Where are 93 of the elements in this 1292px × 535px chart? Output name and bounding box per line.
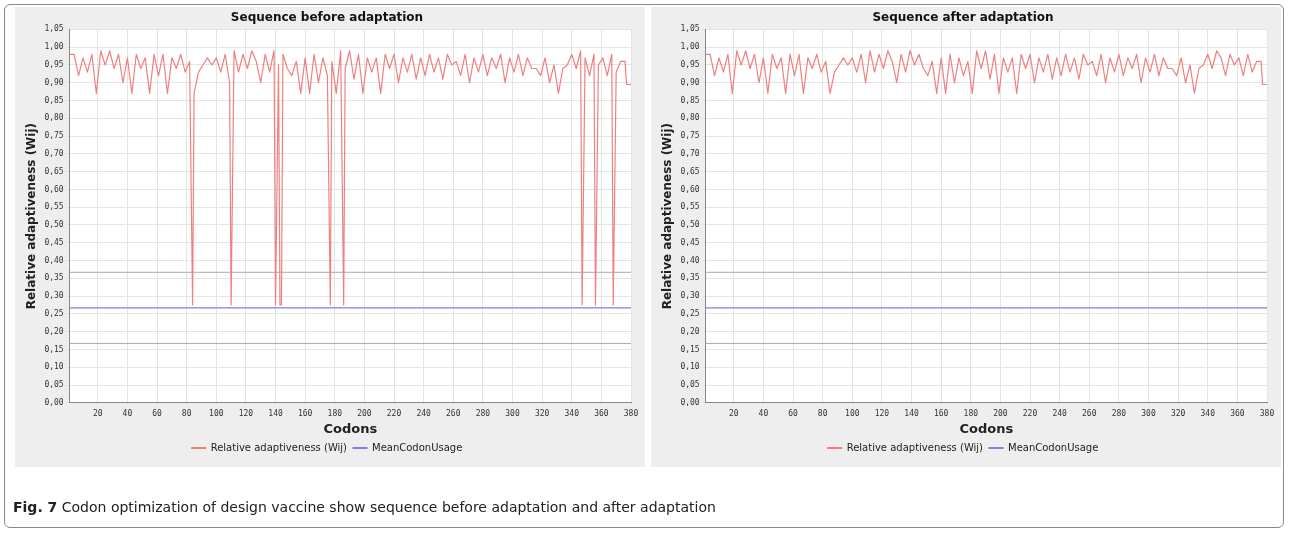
x-tick-label: 80 <box>817 408 828 418</box>
x-tick-label: 320 <box>1170 408 1186 418</box>
x-tick-label: 20 <box>92 408 103 418</box>
x-tick-label: 380 <box>623 408 639 418</box>
y-tick-label: 1,00 <box>44 42 64 52</box>
x-tick-label: 280 <box>475 408 491 418</box>
x-tick-label: 240 <box>1052 408 1068 418</box>
y-tick-label: 1,05 <box>680 24 700 34</box>
x-tick-label: 200 <box>357 408 372 418</box>
x-tick-label: 40 <box>122 408 133 418</box>
y-tick-label: 0,80 <box>44 113 64 123</box>
y-tick-label: 0,25 <box>44 308 64 318</box>
x-tick-label: 40 <box>758 408 769 418</box>
y-tick-label: 0,55 <box>44 202 64 212</box>
y-tick-label: 0,50 <box>44 220 64 230</box>
y-tick-label: 0,55 <box>680 202 700 212</box>
x-tick-label: 300 <box>505 408 520 418</box>
y-tick-label: 0,75 <box>44 131 64 141</box>
y-tick-label: 0,10 <box>680 362 700 372</box>
x-tick-label: 300 <box>1141 408 1156 418</box>
y-tick-label: 0,60 <box>44 184 64 194</box>
y-tick-label: 0,05 <box>680 380 700 390</box>
y-tick-label: 0,70 <box>680 148 700 158</box>
y-tick-label: 0,25 <box>680 308 700 318</box>
x-tick-label: 260 <box>1082 408 1097 418</box>
y-tick-label: 1,00 <box>680 42 700 52</box>
y-tick-label: 0,40 <box>680 255 700 265</box>
x-tick-label: 100 <box>845 408 860 418</box>
chart-title: Sequence after adaptation <box>872 10 1054 25</box>
y-tick-label: 0,45 <box>680 237 700 247</box>
y-tick-label: 0,40 <box>44 255 64 265</box>
y-tick-label: 0,30 <box>680 291 700 301</box>
x-tick-label: 340 <box>1200 408 1216 418</box>
y-tick-label: 0,00 <box>680 397 700 407</box>
x-tick-label: 160 <box>297 408 313 418</box>
legend-label: MeanCodonUsage <box>1008 441 1099 453</box>
x-tick-label: 180 <box>327 408 343 418</box>
x-tick-label: 180 <box>963 408 979 418</box>
y-tick-label: 0,35 <box>680 273 700 283</box>
y-tick-label: 0,35 <box>44 273 64 283</box>
y-tick-label: 0,95 <box>680 60 700 70</box>
x-tick-label: 260 <box>446 408 461 418</box>
y-tick-label: 0,15 <box>680 344 700 354</box>
x-tick-label: 220 <box>1022 408 1038 418</box>
x-tick-label: 20 <box>728 408 739 418</box>
y-tick-label: 0,90 <box>680 77 700 87</box>
x-tick-label: 360 <box>594 408 609 418</box>
legend-label: Relative adaptiveness (Wij) <box>846 441 984 453</box>
x-tick-label: 220 <box>386 408 402 418</box>
x-tick-label: 200 <box>993 408 1008 418</box>
x-tick-label: 360 <box>1230 408 1245 418</box>
y-tick-label: 0,60 <box>680 184 700 194</box>
x-tick-label: 320 <box>534 408 550 418</box>
y-tick-label: 0,75 <box>680 131 700 141</box>
legend-label: MeanCodonUsage <box>372 441 463 453</box>
y-tick-label: 0,85 <box>44 95 64 105</box>
x-tick-label: 280 <box>1111 408 1127 418</box>
y-tick-label: 0,65 <box>680 166 700 176</box>
x-tick-label: 80 <box>181 408 192 418</box>
y-tick-label: 0,45 <box>44 237 64 247</box>
y-tick-label: 0,50 <box>680 220 700 230</box>
y-tick-label: 0,20 <box>44 326 64 336</box>
y-tick-label: 0,70 <box>44 148 64 158</box>
x-tick-label: 120 <box>874 408 890 418</box>
x-tick-label: 240 <box>416 408 432 418</box>
y-tick-label: 0,90 <box>44 77 64 87</box>
x-tick-label: 120 <box>238 408 254 418</box>
y-tick-label: 0,65 <box>44 166 64 176</box>
y-tick-label: 0,15 <box>44 344 64 354</box>
y-tick-label: 0,95 <box>44 60 64 70</box>
x-tick-label: 100 <box>209 408 224 418</box>
x-tick-label: 140 <box>904 408 919 418</box>
y-axis-title: Relative adaptiveness (Wij) <box>24 122 39 310</box>
y-tick-label: 0,20 <box>680 326 700 336</box>
y-tick-label: 0,80 <box>680 113 700 123</box>
x-axis-title: Codons <box>959 420 1014 436</box>
y-tick-label: 0,85 <box>680 95 700 105</box>
x-axis-title: Codons <box>323 420 378 436</box>
legend-label: Relative adaptiveness (Wij) <box>210 441 348 453</box>
chart-title: Sequence before adaptation <box>230 10 424 25</box>
y-tick-label: 0,10 <box>44 362 64 372</box>
x-tick-label: 60 <box>788 408 799 418</box>
y-tick-label: 0,05 <box>44 380 64 390</box>
x-tick-label: 340 <box>564 408 580 418</box>
x-tick-label: 380 <box>1259 408 1275 418</box>
y-tick-label: 0,00 <box>44 397 64 407</box>
x-tick-label: 160 <box>933 408 949 418</box>
y-axis-title: Relative adaptiveness (Wij) <box>660 122 675 310</box>
x-tick-label: 140 <box>268 408 283 418</box>
y-tick-label: 1,05 <box>44 24 64 34</box>
y-tick-label: 0,30 <box>44 291 64 301</box>
x-tick-label: 60 <box>152 408 163 418</box>
caption: Fig. 7 Codon optimization of design vaccine show sequence before adaptation and after adaptation <box>13 499 716 515</box>
